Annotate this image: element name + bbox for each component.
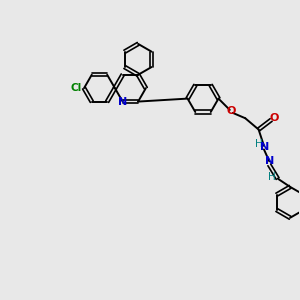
Text: O: O — [227, 106, 236, 116]
Text: Cl: Cl — [70, 83, 82, 93]
Text: O: O — [269, 112, 279, 123]
Text: N: N — [265, 156, 274, 166]
Text: N: N — [260, 142, 269, 152]
Text: H: H — [255, 139, 263, 149]
Text: H: H — [268, 172, 276, 182]
Text: N: N — [118, 97, 127, 106]
